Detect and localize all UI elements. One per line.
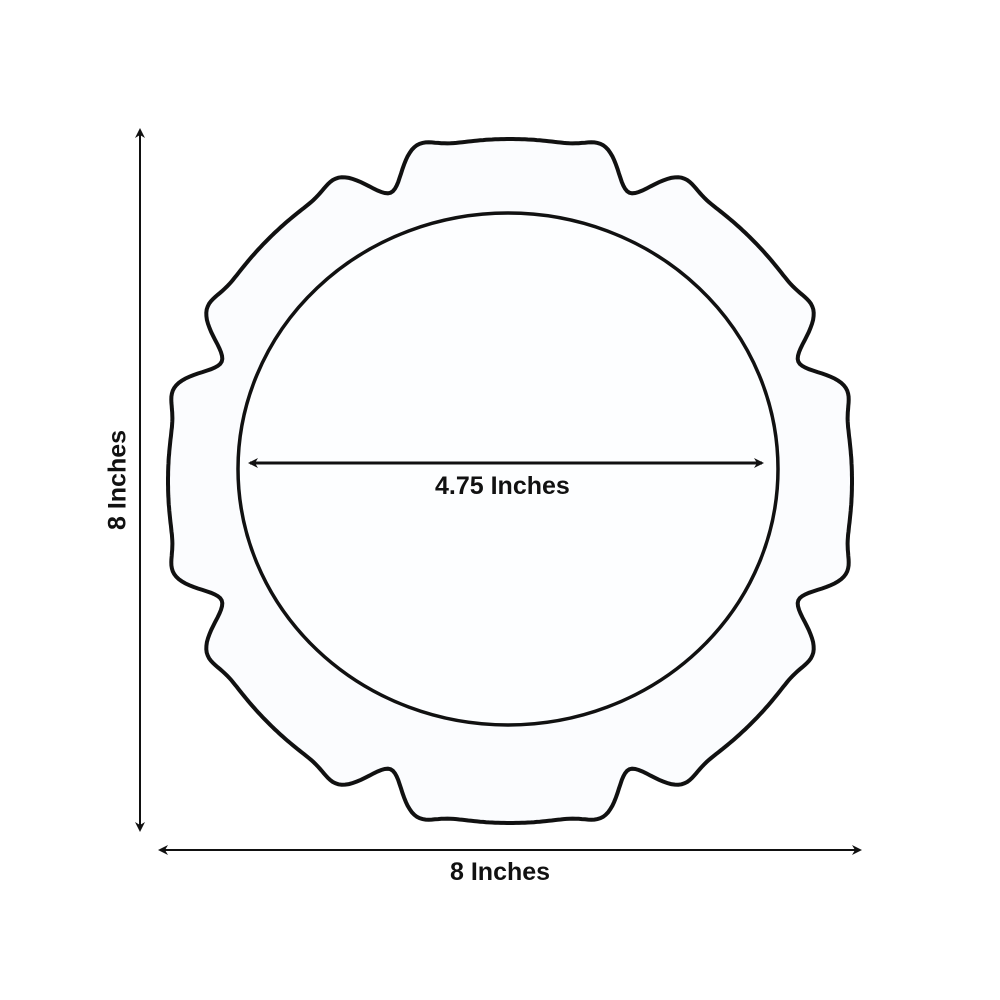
plate-inner-well bbox=[236, 211, 780, 727]
height-label: 8 Inches bbox=[103, 429, 132, 531]
width-label: 8 Inches bbox=[450, 858, 551, 886]
inner-diameter-label: 4.75 Inches bbox=[435, 472, 570, 500]
